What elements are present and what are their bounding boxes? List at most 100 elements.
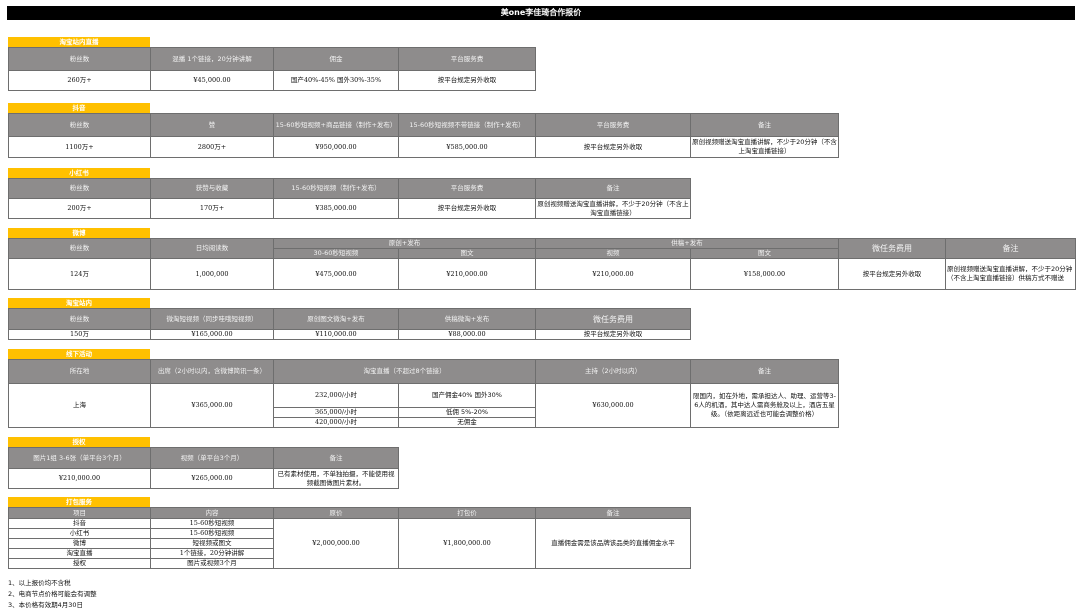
cell: 限国内，如在外地，需承担达人、助理、运营等3-6人的机酒，其中达人需商务舱及以上…: [690, 383, 840, 428]
cell: 国产佣金40% 国外30%: [397, 383, 537, 408]
table-douyin: 粉丝数赞 15-60秒短视频+商品链接（制作+发布） 15-60秒短视频不带链接（制…: [8, 113, 839, 158]
header-cell: 平台服务费: [398, 47, 536, 71]
cell: 图片或视频3个月: [150, 558, 274, 569]
cell: ¥88,000.00: [398, 329, 536, 340]
cell: 200万+: [8, 198, 151, 219]
header-cell: 原创+发布: [272, 238, 537, 249]
cell: 上海: [8, 383, 151, 428]
cell: 1,000,000: [150, 258, 274, 290]
cell: 原创视频赠送淘宝直播讲解，不少于20分钟（不含上淘宝直播链接）供稿方式不赠送: [945, 258, 1077, 290]
cell: ¥365,000.00: [150, 383, 274, 428]
header-cell: 赞: [150, 113, 274, 137]
header-cell: 备注: [535, 507, 691, 519]
header-cell: 粉丝数: [8, 113, 151, 137]
cell: ¥475,000.00: [273, 258, 399, 290]
cell: ¥158,000.00: [690, 258, 840, 290]
subheader-cell: 30-60秒短视频: [273, 248, 399, 259]
cell: 直播佣金需是该品牌该品类的直播佣金水平: [535, 518, 691, 569]
cell: 微博: [8, 538, 151, 549]
table-taobao-live: 粉丝数 混播 1个链接，20分钟讲解 佣金 平台服务费 260万+ ¥45,000.00…: [8, 47, 536, 91]
header-cell: 备注: [945, 238, 1077, 259]
header-cell: 微任务费用: [838, 238, 947, 259]
cell: 420,000/小时: [273, 417, 399, 428]
section-tag-weibo: 微博: [8, 228, 150, 238]
subheader-cell: 图文: [397, 248, 537, 259]
cell: ¥1,800,000.00: [398, 518, 536, 569]
cell: 无佣金: [397, 417, 537, 428]
cell: 小红书: [8, 528, 151, 539]
header-cell: 粉丝数: [8, 308, 151, 330]
footnote: 3、本价格有效期4月30日: [8, 601, 84, 609]
cell: 260万+: [8, 70, 151, 91]
table-taobao-site: 粉丝数 微淘短视频（同步哇哦短视频） 原创图文微淘+发布 供稿微淘+发布 微任务费用 1…: [8, 308, 691, 340]
header-cell: 粉丝数: [8, 238, 151, 259]
section-tag-license: 授权: [8, 437, 150, 447]
header-cell: 日均阅读数: [150, 238, 274, 259]
page-title: 美one李佳琦合作报价: [7, 6, 1075, 20]
cell: ¥585,000.00: [398, 136, 536, 158]
cell: ¥210,000.00: [535, 258, 692, 290]
cell: 国产40%-45% 国外30%-35%: [273, 70, 399, 91]
header-cell: 打包价: [398, 507, 536, 519]
cell: 15-60秒短视频: [150, 528, 274, 539]
header-cell: 备注: [273, 447, 399, 469]
cell: 365,000/小时: [273, 407, 399, 418]
header-cell: 供稿+发布: [535, 238, 840, 249]
cell: 淘宝直播: [8, 548, 151, 559]
header-cell: 15-60秒短视频+商品链接（制作+发布）: [273, 113, 399, 137]
header-cell: 粉丝数: [8, 47, 151, 71]
section-tag-xiaohongshu: 小红书: [8, 168, 150, 178]
header-cell: 内容: [150, 507, 274, 519]
header-cell: 备注: [690, 113, 839, 137]
header-cell: 原价: [273, 507, 399, 519]
table-license: 图片1组 3-6张（单平台3个月） 视频（单平台3个月） 备注 ¥210,000.0…: [8, 447, 399, 489]
cell: 1100万+: [8, 136, 151, 158]
header-cell: 平台服务费: [535, 113, 691, 137]
header-cell: 视频（单平台3个月）: [150, 447, 274, 469]
cell: ¥45,000.00: [150, 70, 274, 91]
section-tag-taobao-site: 淘宝站内: [8, 298, 150, 308]
footnotes: 1、以上报价均不含税 2、电商节点价格可能会有调整 3、本价格有效期4月30日: [8, 578, 97, 611]
cell: 授权: [8, 558, 151, 569]
header-cell: 混播 1个链接，20分钟讲解: [150, 47, 274, 71]
section-tag-taobao-live: 淘宝站内直播: [8, 37, 150, 47]
header-cell: 佣金: [273, 47, 399, 71]
cell: 按平台规定另外收取: [535, 329, 691, 340]
cell: 170万+: [150, 198, 274, 219]
cell: 低佣 5%-20%: [397, 407, 537, 418]
cell: 按平台规定另外收取: [838, 258, 947, 290]
cell: ¥630,000.00: [535, 383, 692, 428]
table-package: 项目 内容 原价 打包价 备注 抖音 15-60秒短视频 ¥2,000,000.00 ¥1,8…: [8, 507, 691, 569]
header-cell: 15-60秒短视频不带链接（制作+发布）: [398, 113, 536, 137]
cell: ¥210,000.00: [8, 468, 151, 489]
cell: 按平台规定另外收取: [535, 136, 691, 158]
header-cell: 微任务费用: [535, 308, 691, 330]
header-cell: 所在地: [8, 359, 151, 384]
header-cell: 获赞与收藏: [150, 178, 274, 199]
cell: ¥110,000.00: [273, 329, 399, 340]
cell: 124万: [8, 258, 151, 290]
cell: 短视频或图文: [150, 538, 274, 549]
header-cell: 供稿微淘+发布: [398, 308, 536, 330]
section-tag-package: 打包服务: [8, 497, 150, 507]
cell: ¥2,000,000.00: [273, 518, 399, 569]
footnote: 1、以上报价均不含税: [8, 579, 71, 587]
cell: 抖音: [8, 518, 151, 529]
header-cell: 图片1组 3-6张（单平台3个月）: [8, 447, 151, 469]
section-tag-offline: 线下活动: [8, 349, 150, 359]
cell: ¥950,000.00: [273, 136, 399, 158]
cell: ¥165,000.00: [150, 329, 274, 340]
header-cell: 平台服务费: [398, 178, 536, 199]
table-weibo: 粉丝数 日均阅读数 原创+发布 供稿+发布 微任务费用 备注 30-60秒短视频 图文 视频图…: [8, 238, 1077, 290]
cell: ¥385,000.00: [273, 198, 399, 219]
header-cell: 微淘短视频（同步哇哦短视频）: [150, 308, 274, 330]
cell: 1个链接，20分钟讲解: [150, 548, 274, 559]
header-cell: 备注: [535, 178, 691, 199]
cell: 已有素材使用，不单独拍摄，不能使用视频截图做图片素材。: [273, 468, 399, 489]
cell: ¥210,000.00: [397, 258, 537, 290]
subheader-cell: 视频: [535, 248, 692, 259]
header-cell: 主持（2小时以内）: [535, 359, 692, 384]
subheader-cell: 图文: [690, 248, 840, 259]
header-cell: 备注: [690, 359, 840, 384]
cell: 原创视频赠送淘宝直播讲解，不少于20分钟（不含上淘宝直播链接）: [690, 136, 839, 158]
